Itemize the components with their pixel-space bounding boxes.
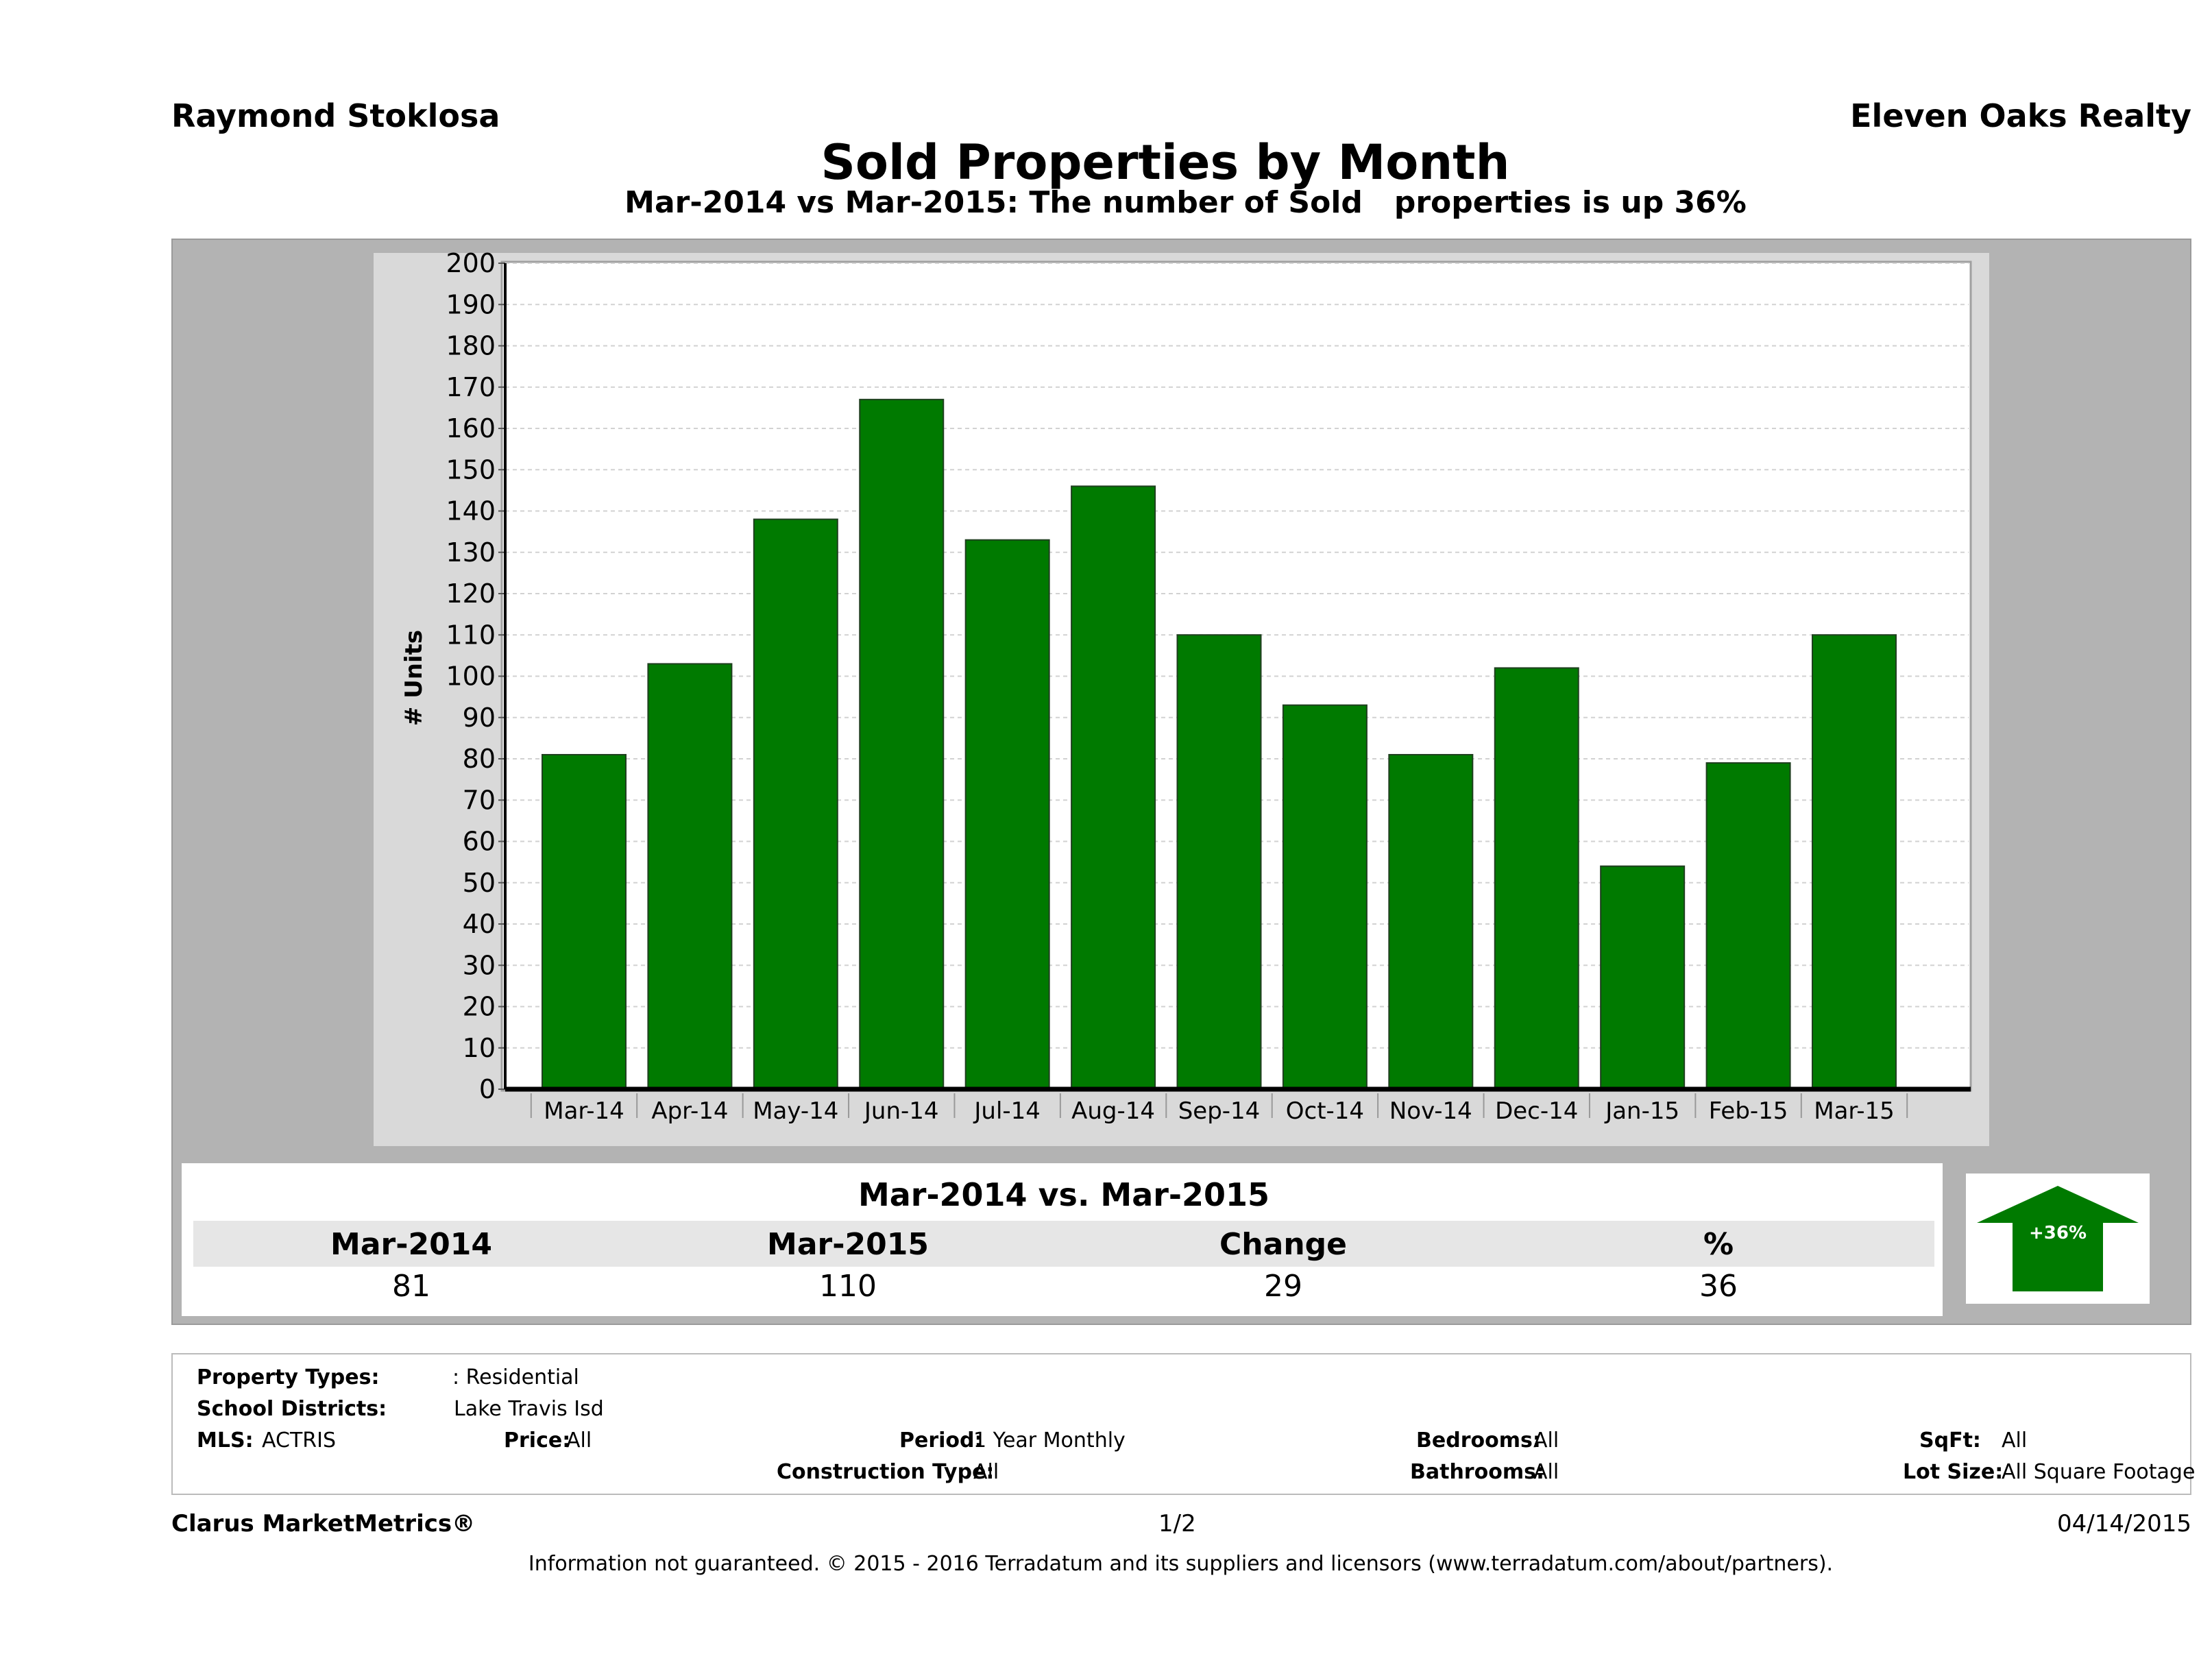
sqft-value: All [2002,1428,2028,1452]
price-label: Price: [504,1428,571,1452]
y-tick-label: 30 [463,950,496,980]
x-tick-label: Mar-14 [544,1097,624,1125]
y-tick-label: 80 [463,744,496,774]
y-tick-label: 10 [463,1033,496,1063]
y-tick-label: 200 [446,248,496,278]
bar [1705,762,1791,1091]
agent-name: Raymond Stoklosa [171,97,500,134]
disclaimer: Information not guaranteed. © 2015 - 201… [528,1552,1834,1576]
sqft-label: SqFt: [1919,1428,1981,1452]
summary-value-percent: 36 [1699,1269,1738,1304]
bedrooms-value: All [1533,1428,1559,1452]
company-name: Eleven Oaks Realty [1850,97,2191,134]
mls-value: ACTRIS [262,1428,337,1452]
bathrooms-label: Bathrooms: [1410,1460,1544,1484]
school-districts-label: School Districts: [197,1397,387,1421]
x-tick-label: Mar-15 [1814,1097,1895,1125]
construction-type-label: Construction Type: [777,1460,995,1484]
x-tick-label: Apr-14 [651,1097,728,1125]
summary-value-mar-2015: 110 [819,1269,877,1304]
x-tick-label: Jan-15 [1604,1097,1679,1125]
y-tick-label: 0 [479,1074,496,1104]
x-tick-label: Dec-14 [1495,1097,1578,1125]
summary-header-row [193,1221,1934,1267]
summary-value-mar-2014: 81 [392,1269,430,1304]
bar [1812,634,1897,1090]
x-tick-label: Nov-14 [1389,1097,1472,1125]
bathrooms-value: All [1533,1460,1559,1484]
x-tick-label: Sep-14 [1178,1097,1261,1125]
y-tick-label: 190 [446,289,496,319]
period-value: 1 Year Monthly [973,1428,1126,1452]
y-tick-label: 90 [463,703,496,733]
mls-label: MLS: [197,1428,254,1452]
bar [859,398,945,1090]
bar [1600,865,1686,1091]
y-tick-label: 130 [446,537,496,568]
x-tick-label: Jun-14 [863,1097,939,1125]
axis-labels: 0 10 20 30 40 50 60 70 80 90 100 110 120 130 140 150 160… [446,248,1894,1125]
bar [1388,753,1474,1090]
axes [498,263,1971,1118]
summary-header-percent: % [1703,1227,1734,1262]
bedrooms-label: Bedrooms: [1416,1428,1541,1452]
bar [647,663,733,1090]
criteria-box [171,1353,2191,1495]
school-districts-value: Lake Travis Isd [454,1397,604,1421]
y-tick-label: 50 [463,868,496,898]
y-tick-label: 140 [446,496,496,526]
y-tick-label: 20 [463,992,496,1022]
y-tick-label: 180 [446,331,496,361]
x-tick-label: May-14 [753,1097,838,1125]
y-tick-label: 70 [463,785,496,815]
bar [1176,634,1262,1090]
summary-header-mar-2015: Mar-2015 [767,1227,929,1262]
summary-header-change: Change [1219,1227,1347,1262]
y-tick-label: 40 [463,909,496,939]
summary-title: Mar-2014 vs. Mar-2015 [858,1176,1270,1213]
bar-chart: 0 10 20 30 40 50 60 70 80 90 100 110 120 130 140 150 160… [400,248,1972,1125]
bar [1071,485,1156,1091]
bar [1282,704,1368,1090]
footer-brand: Clarus MarketMetrics® [171,1510,476,1537]
summary-value-change: 29 [1264,1269,1302,1304]
property-types-value: : Residential [452,1365,579,1389]
x-tick-label: Oct-14 [1286,1097,1364,1125]
footer-date: 04/14/2015 [2057,1510,2191,1537]
price-value: All [566,1428,592,1452]
property-types-label: Property Types: [197,1365,380,1389]
summary-title-row [193,1172,1934,1218]
up-arrow-icon: +36% [1977,1186,2139,1291]
footer-page-number: 1/2 [1158,1510,1196,1537]
x-tick-label: Jul-14 [973,1097,1041,1125]
chart-title: Sold Properties by Month [821,134,1510,191]
arrow-label: +36% [2029,1223,2087,1243]
y-tick-label: 170 [446,372,496,402]
bar [753,518,838,1090]
construction-type-value: All [973,1460,999,1484]
x-tick-label: Feb-15 [1709,1097,1788,1125]
y-tick-label: 120 [446,579,496,609]
bars [542,398,1897,1091]
y-tick-label: 60 [463,827,496,857]
chart-subtitle: Mar-2014 vs Mar-2015: The number of Sold… [624,185,1747,220]
up-arrow-shape [1977,1186,2139,1291]
x-tick-label: Aug-14 [1071,1097,1155,1125]
y-tick-label: 110 [446,620,496,650]
lot-size-value: All Square Footage [2002,1460,2196,1484]
bar [542,753,627,1090]
bar [1494,667,1579,1090]
period-label: Period: [899,1428,983,1452]
summary-value-row [193,1267,1934,1308]
y-axis-title: # Units [400,630,428,726]
y-tick-label: 160 [446,413,496,443]
y-tick-label: 150 [446,454,496,485]
bar [964,539,1050,1090]
y-tick-label: 100 [446,661,496,692]
summary-header-mar-2014: Mar-2014 [330,1227,492,1262]
lot-size-label: Lot Size: [1903,1460,2004,1484]
